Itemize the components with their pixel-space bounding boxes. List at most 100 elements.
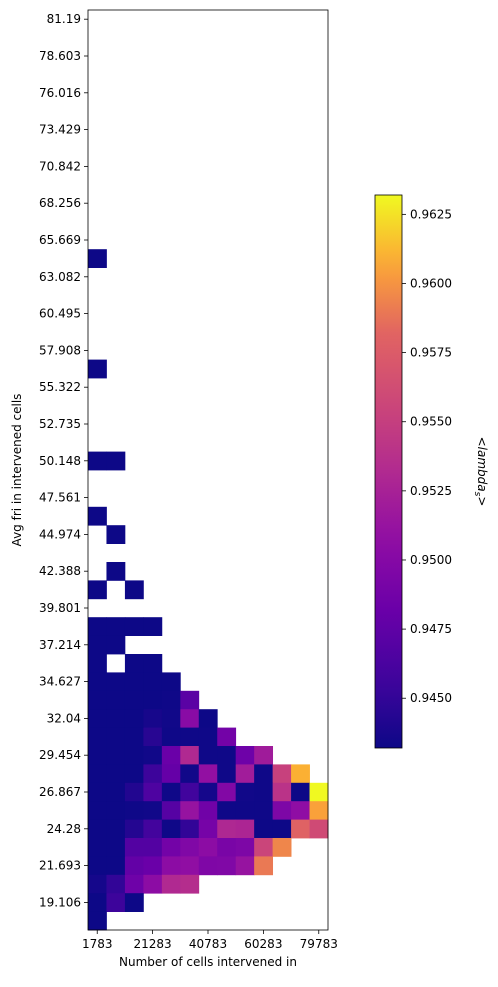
- heatmap-cell: [254, 838, 274, 857]
- colorbar-label-prefix: <: [475, 437, 489, 447]
- heatmap-cell: [143, 838, 163, 857]
- heatmap-cell: [88, 359, 107, 379]
- heatmap-cell: [198, 819, 218, 839]
- heatmap-cell: [124, 617, 144, 636]
- colorbar-tick-label: 0.9450: [410, 691, 452, 705]
- heatmap-cell: [180, 690, 200, 710]
- heatmap-cell: [291, 782, 310, 802]
- heatmap-cell: [235, 746, 255, 765]
- y-tick-label: 65.669: [39, 233, 81, 247]
- heatmap-cell: [180, 764, 200, 784]
- y-tick-label: 21.693: [39, 859, 81, 873]
- heatmap-cell: [106, 727, 126, 747]
- y-tick-label: 63.082: [39, 270, 81, 284]
- heatmap-cell: [180, 782, 200, 802]
- x-tick-label: 1783: [82, 937, 113, 951]
- heatmap-cell: [161, 782, 181, 802]
- heatmap-cell: [124, 727, 144, 747]
- heatmap-cell: [161, 709, 181, 728]
- heatmap-cell: [88, 709, 107, 728]
- heatmap-cell: [143, 672, 163, 692]
- heatmap-cell: [143, 617, 163, 636]
- y-tick-label: 47.561: [39, 491, 81, 505]
- heatmap-cell: [124, 893, 144, 912]
- heatmap-cell: [254, 764, 274, 784]
- heatmap-cell: [88, 727, 107, 747]
- y-tick-label: 78.603: [39, 49, 81, 63]
- y-tick-label: 76.016: [39, 86, 81, 100]
- heatmap-cell: [198, 838, 218, 857]
- heatmap-cell: [235, 819, 255, 839]
- heatmap-cell: [143, 746, 163, 765]
- heatmap-cell: [198, 764, 218, 784]
- heatmap-cell: [161, 801, 181, 820]
- heatmap-cell: [217, 838, 237, 857]
- heatmap-cell: [272, 819, 292, 839]
- heatmap-cell: [161, 727, 181, 747]
- y-tick-label: 57.908: [39, 343, 81, 357]
- heatmap-cell: [124, 580, 144, 600]
- heatmap-cell: [106, 801, 126, 820]
- heatmap-cell: [88, 249, 107, 268]
- heatmap-cell: [88, 654, 107, 673]
- heatmap-cell: [161, 690, 181, 710]
- heatmap-cell: [235, 782, 255, 802]
- heatmap-cell: [180, 709, 200, 728]
- y-tick-label: 34.627: [39, 675, 81, 689]
- colorbar-tick-label: 0.9525: [410, 484, 452, 498]
- heatmap-cell: [106, 451, 126, 471]
- heatmap-cell: [88, 635, 107, 655]
- heatmap-cell: [124, 709, 144, 728]
- x-tick-label: 79783: [300, 937, 338, 951]
- y-tick-label: 19.106: [39, 895, 81, 909]
- heatmap-cell: [235, 764, 255, 784]
- heatmap-cell: [217, 746, 237, 765]
- y-tick-label: 37.214: [39, 638, 81, 652]
- colorbar-tick-label: 0.9625: [410, 207, 452, 221]
- heatmap-cell: [143, 690, 163, 710]
- heatmap-cell: [291, 764, 310, 784]
- heatmap-cell: [88, 672, 107, 692]
- heatmap-cell: [217, 782, 237, 802]
- heatmap-cell: [291, 801, 310, 820]
- heatmap-cell: [106, 562, 126, 581]
- heatmap-cell: [254, 801, 274, 820]
- y-tick-label: 81.19: [47, 12, 81, 26]
- heatmap-cell: [106, 672, 126, 692]
- heatmap-cell: [161, 764, 181, 784]
- heatmap-cell: [272, 801, 292, 820]
- x-tick-label: 40783: [189, 937, 227, 951]
- x-axis-label: Number of cells intervened in: [119, 955, 297, 969]
- heatmap-cell: [180, 838, 200, 857]
- colorbar-tick-label: 0.9475: [410, 622, 452, 636]
- heatmap-cell: [106, 893, 126, 912]
- heatmap-cell: [198, 782, 218, 802]
- heatmap-cell: [217, 819, 237, 839]
- heatmap-cell: [124, 654, 144, 673]
- heatmap-cell: [198, 727, 218, 747]
- heatmap-cell: [198, 856, 218, 876]
- heatmap-cell: [143, 782, 163, 802]
- heatmap-cell: [124, 672, 144, 692]
- heatmap-cell: [161, 672, 181, 692]
- heatmap-cell: [88, 764, 107, 784]
- y-tick-label: 24.28: [47, 822, 81, 836]
- colorbar-tick-label: 0.9600: [410, 276, 452, 290]
- heatmap-cell: [309, 819, 329, 839]
- heatmap-cell: [161, 856, 181, 876]
- heatmap-cell: [180, 801, 200, 820]
- heatmap-cell: [124, 764, 144, 784]
- heatmap-cell: [309, 801, 329, 820]
- heatmap-cell: [161, 838, 181, 857]
- heatmap-cell: [88, 874, 107, 894]
- y-tick-label: 60.495: [39, 307, 81, 321]
- heatmap-cell: [88, 580, 107, 600]
- colorbar-ticks: 0.9450 0.9475 0.9500 0.9525 0.9550 0.9575 0.96…: [402, 207, 452, 705]
- colorbar: [374, 194, 403, 749]
- heatmap-cell: [180, 874, 200, 894]
- heatmap-cell: [124, 746, 144, 765]
- heatmap-cell: [88, 451, 107, 471]
- heatmap-cell: [143, 727, 163, 747]
- heatmap-cell: [217, 801, 237, 820]
- heatmap-cell: [180, 819, 200, 839]
